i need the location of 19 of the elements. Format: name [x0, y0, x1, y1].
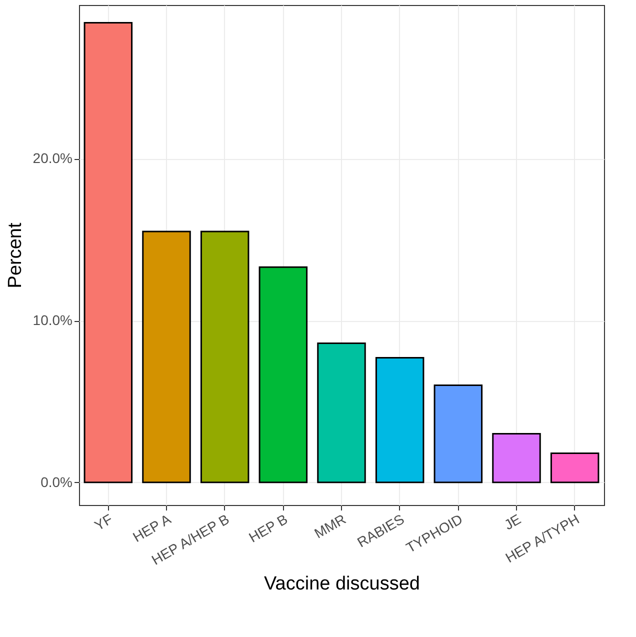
bar [258, 266, 308, 484]
x-axis-title: Vaccine discussed [264, 574, 420, 595]
bar [375, 357, 424, 484]
bar [84, 22, 133, 484]
y-tick-label: 10.0% [32, 312, 72, 328]
bar [434, 384, 483, 484]
x-tick-label: JE [501, 510, 524, 533]
x-tick-label: HEP B [246, 510, 290, 546]
bar [492, 433, 541, 484]
x-tick-label: MMR [312, 510, 348, 542]
bar [142, 230, 191, 484]
x-tick-label: HEP A [130, 510, 174, 546]
x-tick-label: YF [92, 510, 116, 534]
y-tick-label: 0.0% [40, 474, 72, 490]
y-tick-label: 20.0% [32, 150, 72, 166]
bar [200, 230, 250, 484]
y-axis-title: Percent [4, 222, 26, 288]
bar [317, 342, 366, 484]
bar [550, 452, 600, 484]
